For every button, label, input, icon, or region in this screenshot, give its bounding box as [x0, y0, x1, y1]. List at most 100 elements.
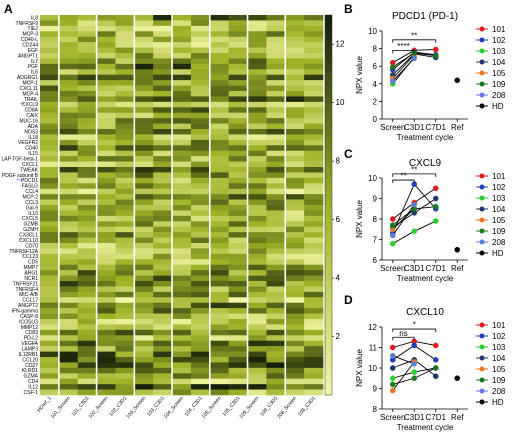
legend-label: 101	[492, 172, 506, 181]
heatmap-cell	[40, 69, 60, 76]
heatmap-cell	[134, 91, 154, 97]
heatmap-cell	[247, 275, 267, 282]
heatmap-cell	[228, 134, 248, 141]
y-tick-label: 9	[373, 385, 378, 394]
heatmap-row-label: Gal-9	[26, 205, 38, 211]
colorbar-step	[325, 141, 332, 149]
heatmap-cell	[209, 15, 229, 21]
heatmap-cell	[153, 150, 173, 157]
heatmap-column-label: 104_C3D1	[184, 395, 204, 417]
legend-swatch-marker	[479, 37, 485, 43]
colorbar-step	[325, 186, 332, 193]
significance-label: ns	[399, 329, 407, 338]
heatmap-cell	[153, 20, 173, 27]
series-point	[454, 246, 461, 253]
heatmap-cell	[134, 340, 154, 347]
heatmap-column-label: 103_C3D1	[146, 395, 166, 417]
heatmap-cell	[58, 42, 79, 48]
heatmap-cell	[115, 319, 135, 325]
heatmap-cell	[58, 112, 79, 119]
heatmap-cell	[134, 367, 154, 374]
heatmap-cell	[77, 362, 97, 369]
heatmap-cell	[40, 384, 60, 390]
heatmap-cell	[115, 107, 135, 114]
heatmap-cell	[304, 15, 324, 21]
heatmap-cell	[40, 199, 60, 206]
heatmap: IL8TNFRSF9TIE2MCP-3CD40-LCD244EGFANGPT1I…	[2, 15, 324, 420]
heatmap-row-label: CD244	[22, 42, 38, 48]
heatmap-column-label: HDref_1	[36, 395, 53, 413]
heatmap-row-label: TWEAK	[20, 167, 38, 173]
heatmap-cell	[304, 324, 324, 331]
heatmap-cell	[134, 232, 154, 238]
heatmap-cell	[77, 324, 97, 331]
heatmap-cell	[190, 42, 211, 48]
heatmap-cell	[304, 85, 324, 92]
heatmap-cell	[190, 232, 211, 238]
heatmap-cell	[77, 329, 97, 336]
heatmap-cell	[285, 177, 305, 184]
heatmap-cell	[58, 215, 79, 222]
legend-swatch-marker	[479, 388, 485, 394]
heatmap-cell	[285, 291, 305, 298]
heatmap-cell	[40, 286, 60, 293]
heatmap-cell	[266, 384, 286, 390]
heatmap-cell	[266, 291, 286, 298]
heatmap-cell	[304, 69, 324, 76]
heatmap-cell	[247, 389, 267, 396]
series-point	[432, 46, 439, 53]
heatmap-row-label: IL12RB1	[19, 352, 39, 358]
heatmap-cell	[134, 36, 154, 43]
heatmap-cell	[172, 389, 192, 396]
heatmap-cell	[209, 91, 229, 97]
heatmap-cell	[96, 340, 116, 347]
heatmap-cell	[190, 69, 211, 76]
heatmap-cell	[190, 308, 211, 314]
heatmap-cell	[153, 384, 173, 390]
heatmap-cell	[77, 373, 97, 380]
heatmap-cell	[266, 53, 286, 59]
heatmap-cell	[96, 96, 116, 103]
heatmap-row-label: EGF	[28, 48, 38, 54]
heatmap-cell	[40, 107, 60, 114]
heatmap-cell	[153, 302, 173, 309]
heatmap-cell	[304, 80, 324, 86]
heatmap-cell	[304, 373, 324, 380]
heatmap-cell	[304, 36, 324, 43]
heatmap-cell	[285, 335, 305, 342]
legend-label: 104	[492, 205, 506, 214]
heatmap-cell	[285, 134, 305, 141]
heatmap-cell	[247, 58, 267, 65]
heatmap-cell	[153, 248, 173, 255]
heatmap-cell	[96, 85, 116, 92]
heatmap-cell	[285, 161, 305, 168]
heatmap-cell	[304, 188, 324, 195]
heatmap-cell	[266, 96, 286, 103]
heatmap-cell	[228, 42, 248, 48]
colorbar-tick-label: 10	[336, 98, 345, 107]
heatmap-cell	[285, 308, 305, 314]
heatmap-cell	[304, 384, 324, 390]
heatmap-cell	[172, 96, 192, 103]
heatmap-cell	[115, 188, 135, 195]
heatmap-cell	[115, 373, 135, 380]
heatmap-cell	[115, 80, 135, 86]
heatmap-cell	[247, 74, 267, 81]
y-tick-label: 2	[373, 97, 378, 106]
heatmap-cell	[172, 161, 192, 168]
legend-label: HD	[492, 398, 504, 407]
heatmap-cell	[190, 281, 211, 287]
heatmap-cell	[190, 161, 211, 168]
legend-swatch-marker	[479, 228, 485, 234]
x-tick-label: Screen	[380, 123, 405, 132]
heatmap-cell	[209, 243, 229, 249]
heatmap-cell	[115, 378, 135, 385]
heatmap-cell	[58, 118, 79, 124]
heatmap-cell	[96, 248, 116, 255]
heatmap-cell	[266, 329, 286, 336]
colorbar-step	[325, 97, 332, 105]
heatmap-cell	[115, 313, 135, 320]
heatmap-cell	[96, 31, 116, 38]
x-axis-label: Treatment cycle	[397, 133, 454, 142]
heatmap-cell	[190, 183, 211, 190]
